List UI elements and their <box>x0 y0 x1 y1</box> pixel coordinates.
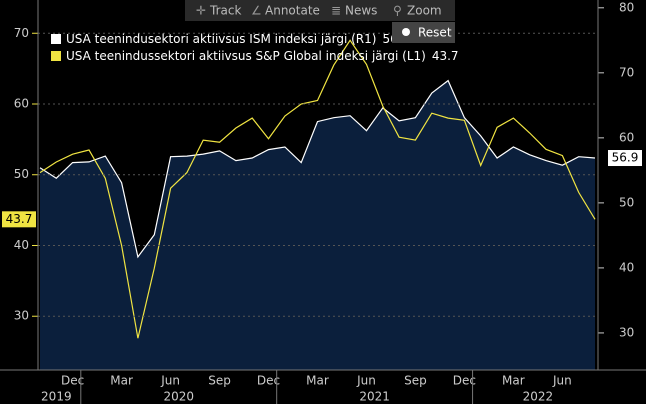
line <box>39 79 596 259</box>
value-label-box <box>608 150 642 167</box>
y2-tick-label: 70 <box>619 65 634 79</box>
area <box>40 80 595 370</box>
x-tick-label: Sep <box>404 374 427 388</box>
y-tick-label: 40 <box>14 238 29 252</box>
y2-tick-label: 30 <box>619 325 634 339</box>
y-tick-label: 70 <box>14 26 29 40</box>
x-tick-label: Sep <box>208 374 231 388</box>
x-tick-label: Jun <box>160 374 180 388</box>
y2-tick-label: 80 <box>619 0 634 14</box>
year-label: 2021 <box>359 390 390 404</box>
toolbar-button[interactable]: Track <box>209 4 241 18</box>
y-tick-label: 50 <box>14 167 29 181</box>
x-tick-label: Mar <box>110 374 133 388</box>
y2-tick-label: 60 <box>619 130 634 144</box>
x-tick-label: Jun <box>356 374 376 388</box>
reset-label[interactable]: Reset <box>418 26 452 40</box>
toolbar-icon: ∠ <box>251 4 262 18</box>
legend-swatch <box>51 34 61 44</box>
toolbar-icon: ≣ <box>331 4 341 18</box>
line <box>39 39 596 339</box>
reset-button[interactable] <box>392 22 455 43</box>
toolbar <box>185 0 455 21</box>
year-label: 2019 <box>41 390 72 404</box>
value-label-box <box>2 211 36 228</box>
y2-tick-label: 40 <box>619 260 634 274</box>
toolbar-icon: ✛ <box>196 4 206 18</box>
legend-name: USA teenindussektori aktiivsus S&P Globa… <box>66 49 426 63</box>
legend-value: 43.7 <box>432 49 459 63</box>
value-label: 43.7 <box>6 212 33 226</box>
legend-label: USA teenindussektori aktiivsus S&P Globa… <box>66 49 459 63</box>
x-tick-label: Dec <box>61 374 84 388</box>
year-label: 2020 <box>163 390 194 404</box>
x-tick-label: Mar <box>306 374 329 388</box>
y2-tick-label: 50 <box>619 195 634 209</box>
toolbar-icon: ⚲ <box>393 4 402 18</box>
x-tick-label: Dec <box>257 374 280 388</box>
x-tick-label: Dec <box>453 374 476 388</box>
toolbar-button[interactable]: Annotate <box>265 4 320 18</box>
year-label: 2022 <box>523 390 554 404</box>
toolbar-button[interactable]: News <box>345 4 377 18</box>
legend-label: USA teenindusektori aktiivsus ISM indeks… <box>66 32 409 46</box>
x-tick-label: Mar <box>502 374 525 388</box>
toolbar-button[interactable]: Zoom <box>407 4 442 18</box>
value-label: 56.9 <box>612 151 639 165</box>
reset-icon <box>402 28 410 36</box>
legend-name: USA teenindusektori aktiivsus ISM indeks… <box>66 32 376 46</box>
y-tick-label: 60 <box>14 96 29 110</box>
legend-swatch <box>51 51 61 61</box>
y-tick-label: 30 <box>14 309 29 323</box>
x-tick-label: Jun <box>552 374 572 388</box>
